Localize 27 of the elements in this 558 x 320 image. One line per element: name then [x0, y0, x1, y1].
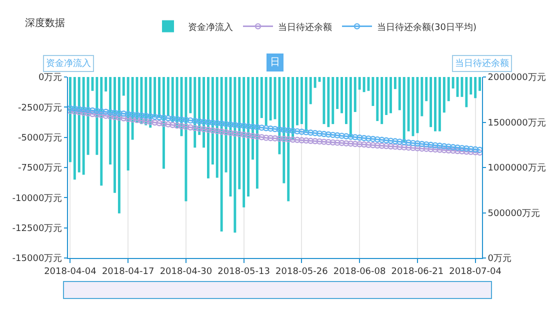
y2-tick-label: 1500000万元: [488, 117, 546, 128]
y2-tick-label: 0万元: [488, 253, 512, 264]
legend-label: 当日待还余额: [278, 22, 332, 33]
y-tick-label: -10000万元: [12, 192, 62, 204]
y-tick-label: -12500万元: [12, 222, 62, 234]
y-tick-label: -5000万元: [18, 132, 62, 144]
x-tick-label: 2018-04-17: [102, 266, 154, 277]
chart-title: 深度数据: [25, 16, 66, 29]
y2-tick-label: 2000000万元: [488, 72, 546, 84]
legend-label: 当日待还余额(30日平均): [377, 22, 476, 33]
y-tick-label: 0万元: [38, 72, 62, 84]
y2-tick-label: 1000000万元: [488, 162, 546, 174]
x-tick-label: 2018-06-21: [391, 266, 444, 277]
x-tick-label: 2018-07-04: [449, 266, 502, 277]
y-tick-label: -2500万元: [18, 102, 62, 114]
y2-axis-title: 当日待还余额: [455, 58, 509, 69]
x-tick-label: 2018-06-08: [333, 266, 386, 277]
x-tick-label: 2018-05-26: [276, 266, 328, 277]
text: 日: [270, 57, 280, 68]
y2-tick-label: 500000万元: [488, 208, 540, 219]
y-tick-label: -7500万元: [18, 162, 62, 174]
x-tick-label: 2018-05-13: [218, 266, 270, 277]
x-tick-label: 2018-04-04: [44, 266, 97, 277]
y-axis-title: 资金净流入: [46, 58, 91, 69]
legend-label: 资金净流入: [188, 22, 233, 33]
y-tick-label: -15000万元: [12, 253, 62, 264]
x-tick-label: 2018-04-30: [160, 266, 212, 277]
